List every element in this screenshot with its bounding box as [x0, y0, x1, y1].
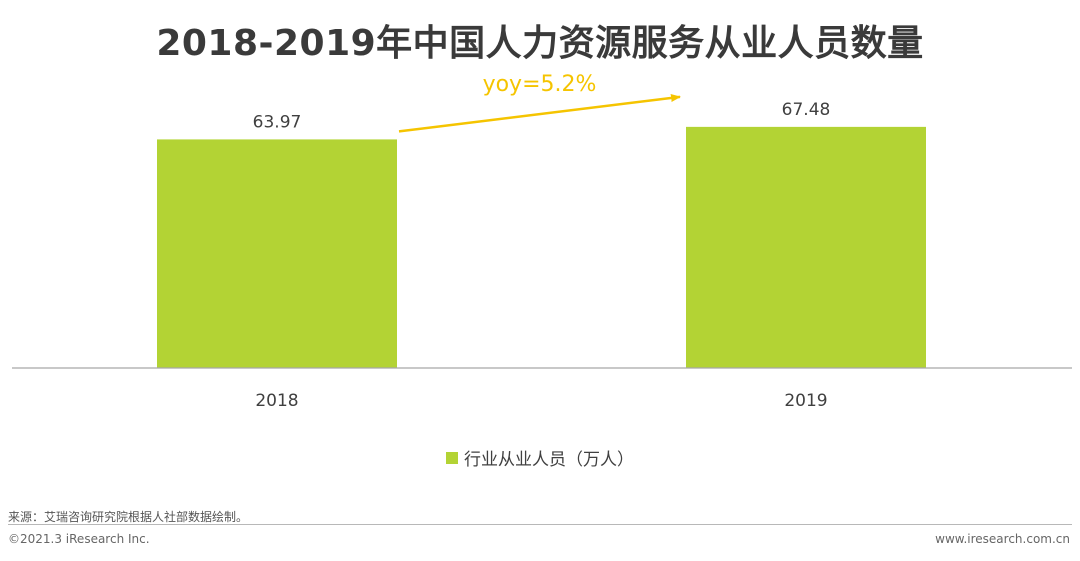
- bar-2018: [157, 139, 397, 368]
- bar-chart: 63.97 2018 67.48 2019 yoy=5.2%: [12, 72, 1072, 411]
- yoy-annotation: yoy=5.2%: [483, 72, 597, 97]
- legend-swatch: [446, 451, 458, 464]
- yoy-arrow: [398, 93, 681, 133]
- bar-2019: [686, 126, 926, 369]
- copyright: ©2021.3 iResearch Inc.: [8, 532, 150, 546]
- chart-title: 2018-2019年中国人力资源服务从业人员数量: [156, 23, 924, 64]
- legend-label: 行业从业人员（万人）: [464, 450, 634, 470]
- source-note: 来源：艾瑞咨询研究院根据人社部数据绘制。: [8, 510, 249, 524]
- x-tick-label-2019: 2019: [784, 391, 827, 411]
- website-link: www.iresearch.com.cn: [935, 532, 1070, 546]
- data-label-2018: 63.97: [253, 112, 302, 132]
- footer-divider: [8, 524, 1072, 525]
- x-tick-label-2018: 2018: [255, 391, 298, 411]
- data-label-2019: 67.48: [782, 100, 831, 120]
- legend: 行业从业人员（万人）: [0, 445, 1080, 470]
